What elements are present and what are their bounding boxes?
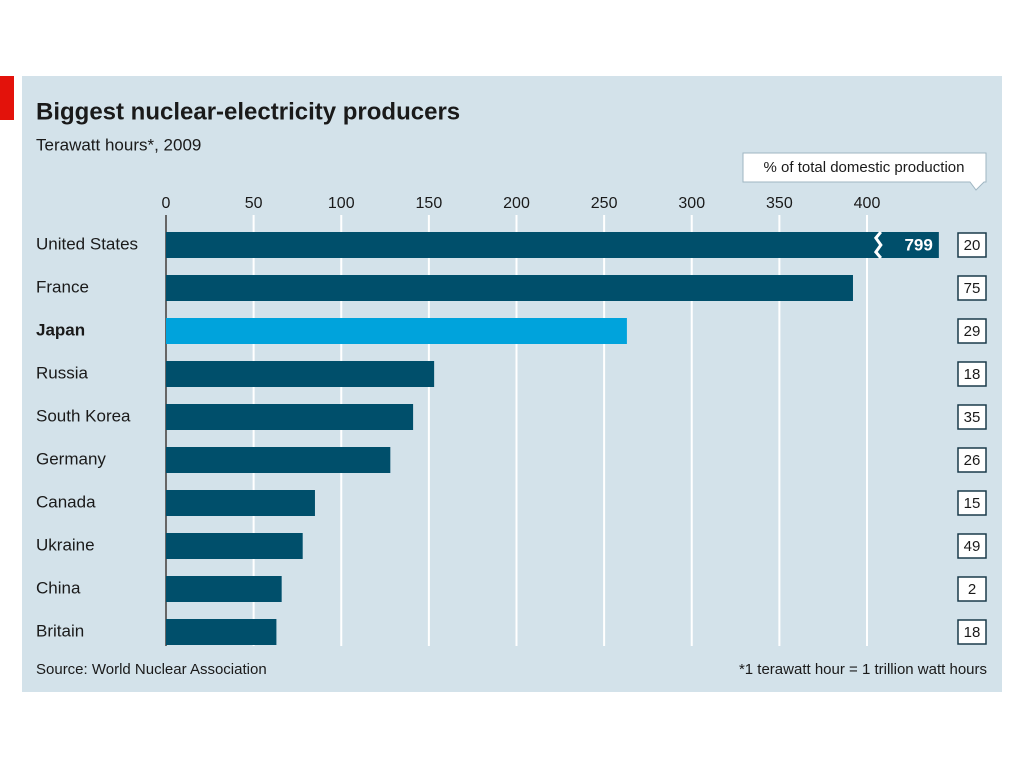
share-label: 15 xyxy=(964,495,981,512)
share-box xyxy=(957,361,987,387)
share-box xyxy=(957,404,987,430)
share-label: 18 xyxy=(964,624,981,641)
red-tab xyxy=(0,76,14,120)
bar xyxy=(166,576,282,602)
chart-title: Biggest nuclear-electricity producers xyxy=(36,98,460,125)
share-box xyxy=(957,232,987,258)
x-tick-label: 150 xyxy=(416,195,443,212)
x-tick-label: 300 xyxy=(678,195,705,212)
bar xyxy=(166,232,939,258)
axis-break xyxy=(873,231,883,259)
share-box xyxy=(957,275,987,301)
share-box xyxy=(957,619,987,645)
category-label: South Korea xyxy=(36,406,131,425)
bar xyxy=(166,404,414,430)
category-label: Japan xyxy=(36,320,85,339)
x-tick-label: 350 xyxy=(766,195,793,212)
category-label: Canada xyxy=(36,492,96,511)
bar xyxy=(166,619,277,645)
category-label: United States xyxy=(36,234,138,253)
category-label: China xyxy=(36,578,81,597)
share-box xyxy=(957,533,987,559)
share-box xyxy=(957,576,987,602)
share-header-box xyxy=(742,152,987,191)
share-box xyxy=(957,447,987,473)
share-header: % of total domestic production xyxy=(764,159,965,176)
share-label: 35 xyxy=(964,409,981,426)
bar xyxy=(166,447,391,473)
bar xyxy=(166,275,853,301)
share-label: 75 xyxy=(964,280,981,297)
x-tick-label: 250 xyxy=(591,195,618,212)
category-label: Germany xyxy=(36,449,106,468)
bar xyxy=(166,533,303,559)
chart-subtitle: Terawatt hours*, 2009 xyxy=(36,135,201,154)
category-label: France xyxy=(36,277,89,296)
source: Source: World Nuclear Association xyxy=(36,661,267,678)
share-box xyxy=(957,318,987,344)
share-label: 2 xyxy=(968,581,976,598)
bar xyxy=(166,361,435,387)
x-tick-label: 0 xyxy=(162,195,171,212)
x-tick-label: 100 xyxy=(328,195,355,212)
category-label: Britain xyxy=(36,621,84,640)
bar xyxy=(166,318,627,344)
share-label: 49 xyxy=(964,538,981,555)
footnote: *1 terawatt hour = 1 trillion watt hours xyxy=(739,661,987,678)
share-label: 26 xyxy=(964,452,981,469)
share-box xyxy=(957,490,987,516)
bar xyxy=(166,490,315,516)
value-label: 799 xyxy=(904,235,932,254)
share-label: 20 xyxy=(964,237,981,254)
x-tick-label: 400 xyxy=(854,195,881,212)
category-label: Ukraine xyxy=(36,535,95,554)
category-label: Russia xyxy=(36,363,89,382)
x-tick-label: 50 xyxy=(245,195,263,212)
x-tick-label: 200 xyxy=(503,195,530,212)
share-label: 18 xyxy=(964,366,981,383)
share-label: 29 xyxy=(964,323,981,340)
